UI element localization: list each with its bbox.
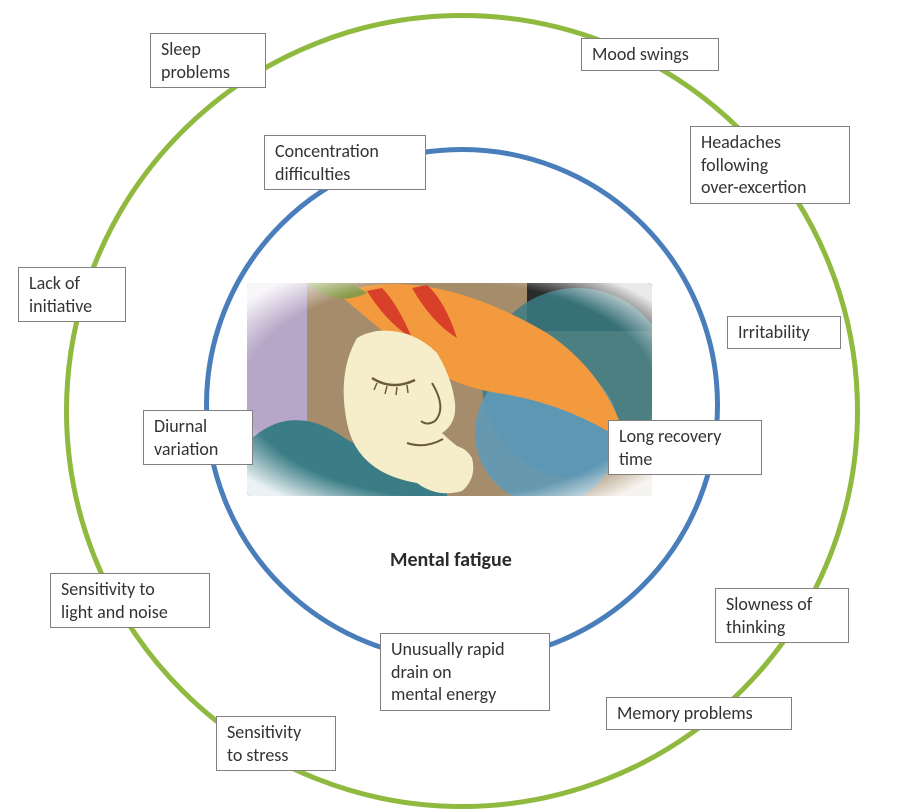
symptom-label: Irritability: [727, 316, 841, 349]
symptom-label: Unusually rapiddrain onmental energy: [380, 633, 550, 711]
center-illustration: [247, 283, 652, 496]
symptom-label: Memory problems: [606, 697, 792, 730]
symptom-label: Sensitivityto stress: [216, 716, 336, 771]
symptom-label: Diurnalvariation: [143, 410, 253, 465]
center-title: Mental fatigue: [390, 548, 512, 572]
symptom-label: Slowness ofthinking: [715, 588, 849, 643]
symptom-label: Mood swings: [581, 38, 719, 71]
symptom-label: Sleepproblems: [150, 33, 266, 88]
symptom-label: Lack ofinitiative: [18, 267, 126, 322]
symptom-label: Concentrationdifficulties: [264, 135, 426, 190]
symptom-label: Sensitivity tolight and noise: [50, 573, 210, 628]
symptom-label: Headachesfollowingover-excertion: [690, 126, 850, 204]
symptom-label: Long recoverytime: [608, 420, 762, 475]
diagram-canvas: Mental fatigue Sleepproblems Mood swings C…: [0, 0, 914, 812]
